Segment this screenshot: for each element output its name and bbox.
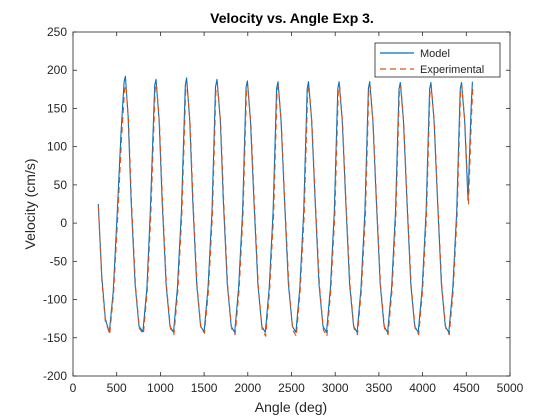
legend-box bbox=[374, 42, 501, 78]
y-tick-label: -100 bbox=[43, 293, 67, 307]
x-tick-label: 500 bbox=[107, 381, 127, 395]
y-tick-label: -200 bbox=[43, 369, 67, 383]
legend-label-model: Model bbox=[420, 48, 450, 60]
x-tick-label: 3500 bbox=[366, 381, 393, 395]
y-tick-label: -150 bbox=[43, 331, 67, 345]
x-tick-label: 0 bbox=[70, 381, 77, 395]
x-tick-label: 3000 bbox=[322, 381, 349, 395]
y-tick-label: 0 bbox=[60, 216, 67, 230]
series-layer bbox=[97, 75, 474, 337]
x-tick-label: 4000 bbox=[409, 381, 436, 395]
y-tick-label: -50 bbox=[50, 254, 68, 268]
y-tick-label: 250 bbox=[47, 25, 67, 39]
x-tick-label: 1500 bbox=[191, 381, 218, 395]
legend-label-experimental: Experimental bbox=[420, 64, 484, 76]
y-tick-label: 150 bbox=[47, 101, 67, 115]
x-tick-label: 5000 bbox=[497, 381, 524, 395]
x-axis-title: Angle (deg) bbox=[255, 399, 327, 415]
x-tick-label: 1000 bbox=[147, 381, 174, 395]
series-line-experimental bbox=[97, 83, 474, 337]
y-tick-label: 200 bbox=[47, 63, 67, 77]
chart-title: Velocity vs. Angle Exp 3. bbox=[210, 10, 374, 26]
y-axis-title: Velocity (cm/s) bbox=[22, 158, 38, 249]
x-tick-label: 4500 bbox=[453, 381, 480, 395]
x-tick-label: 2500 bbox=[278, 381, 305, 395]
y-tick-label: 50 bbox=[54, 178, 68, 192]
x-tick-label: 2000 bbox=[234, 381, 261, 395]
y-tick-label: 100 bbox=[47, 140, 67, 154]
legend: Model Experimental bbox=[374, 42, 501, 78]
ticks-layer: 0 500 1000 1500 2000 2500 3000 3500 4000 4500 5000… bbox=[43, 25, 524, 395]
